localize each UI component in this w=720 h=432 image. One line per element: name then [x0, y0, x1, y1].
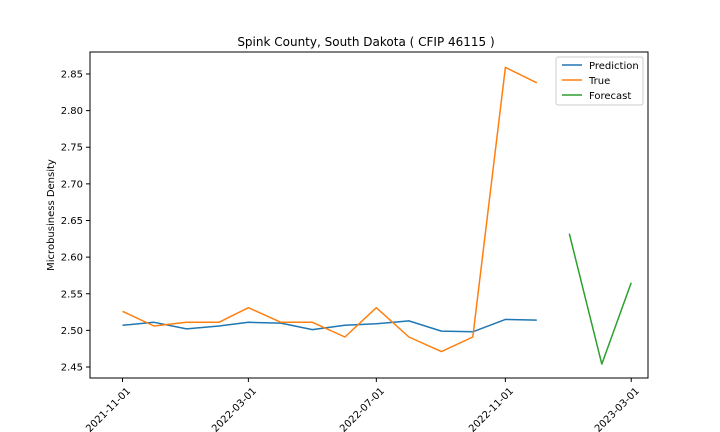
y-tick-label: 2.45 [61, 363, 83, 374]
legend-box [555, 56, 644, 106]
x-tick-label: 2022-07-01 [338, 386, 387, 432]
chart-title: Spink County, South Dakota ( CFIP 46115 … [237, 35, 494, 49]
y-tick-label: 2.55 [61, 289, 83, 300]
plot-frame [89, 51, 649, 379]
legend: Prediction True Forecast [555, 56, 644, 106]
y-axis-label: Microbusiness Density [46, 159, 57, 271]
legend-label-forecast: Forecast [589, 91, 631, 102]
series-line-prediction [122, 318, 537, 333]
y-tick-label: 2.70 [61, 179, 83, 190]
y-axis: 2.45 2.50 2.55 2.60 2.65 2.70 2.75 2.80 2.85 [61, 69, 90, 374]
y-tick-label: 2.65 [61, 216, 83, 227]
y-tick-label: 2.60 [61, 253, 83, 264]
x-tick-label: 2021-11-01 [84, 386, 133, 432]
legend-label-prediction: Prediction [589, 61, 639, 72]
x-axis: 2021-11-01 2022-03-01 2022-07-01 2022-11-01… [84, 378, 642, 432]
x-tick-label: 2022-11-01 [467, 386, 516, 432]
series-line-forecast [568, 233, 632, 365]
y-tick-label: 2.75 [61, 143, 83, 154]
y-tick-label: 2.80 [61, 106, 83, 117]
y-tick-label: 2.50 [61, 326, 83, 337]
series-line-true [122, 66, 538, 353]
x-tick-label: 2022-03-01 [210, 386, 259, 432]
x-tick-label: 2023-03-01 [593, 386, 642, 432]
series-layer [122, 66, 632, 365]
legend-label-true: True [588, 76, 610, 87]
y-tick-label: 2.85 [61, 69, 83, 80]
